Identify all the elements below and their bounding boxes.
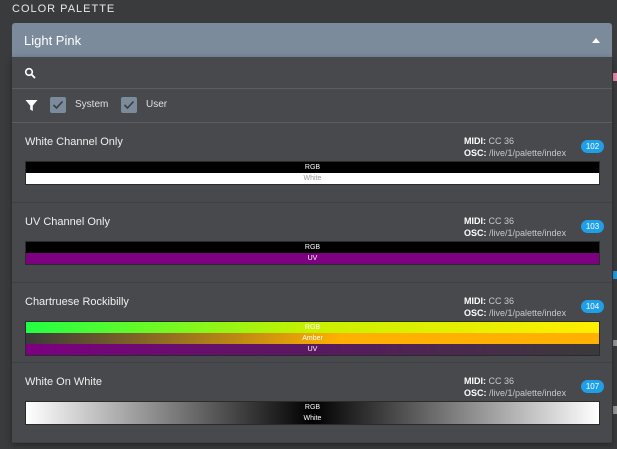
midi-value: CC 36: [488, 136, 515, 146]
search-icon: [24, 67, 36, 79]
osc-label: OSC:: [464, 148, 487, 158]
dropdown-panel: System User White Channel Only MIDI: CC 3…: [12, 57, 612, 443]
midi-value: CC 36: [488, 376, 515, 386]
palette-item[interactable]: UV Channel Only MIDI: CC 36 OSC: /live/1/p…: [12, 203, 612, 283]
palette-dropdown[interactable]: Light Pink: [12, 23, 612, 57]
filter-icon[interactable]: [25, 99, 38, 112]
midi-label: MIDI:: [464, 136, 486, 146]
search-input[interactable]: [44, 61, 608, 87]
palette-name: White Channel Only: [25, 136, 123, 148]
caret-up-icon[interactable]: [592, 37, 600, 43]
osc-value: /live/1/palette/index: [489, 228, 567, 238]
channel-bar: RGB: [26, 162, 599, 173]
osc-value: /live/1/palette/index: [489, 148, 567, 158]
check-icon: [52, 100, 64, 110]
palette-preview: RGB White: [25, 161, 600, 185]
channel-bar: UV: [26, 253, 599, 264]
system-checkbox[interactable]: [50, 97, 66, 113]
palette-index-badge: 104: [581, 300, 604, 313]
palette-preview: RGB White: [25, 401, 600, 425]
palette-preview: RGB Amber UV: [25, 321, 600, 356]
user-checkbox-label: User: [146, 99, 168, 110]
osc-value: /live/1/palette/index: [489, 388, 567, 398]
check-icon: [123, 100, 135, 110]
palette-index-badge: 102: [581, 140, 604, 153]
channel-bar: White: [26, 173, 599, 184]
midi-label: MIDI:: [464, 376, 486, 386]
palette-preview: RGB UV: [25, 241, 600, 265]
system-checkbox-label: System: [75, 99, 109, 110]
side-marker-grey: [613, 340, 617, 346]
osc-label: OSC:: [464, 308, 487, 318]
midi-value: CC 36: [488, 296, 515, 306]
osc-value: /live/1/palette/index: [489, 308, 567, 318]
palette-index-badge: 103: [581, 220, 604, 233]
palette-name: UV Channel Only: [25, 216, 110, 228]
osc-label: OSC:: [464, 228, 487, 238]
palette-index-badge: 107: [581, 380, 604, 393]
palette-meta: MIDI: CC 36 OSC: /live/1/palette/index: [464, 375, 574, 399]
palette-meta: MIDI: CC 36 OSC: /live/1/palette/index: [464, 135, 574, 159]
section-title: COLOR PALETTE: [12, 3, 116, 15]
channel-bar: White: [26, 413, 599, 424]
search-bar: [12, 57, 612, 89]
filter-row: System User: [12, 89, 612, 123]
side-marker-pink: [613, 73, 617, 81]
channel-bar: UV: [26, 344, 599, 355]
palette-item[interactable]: White Channel Only MIDI: CC 36 OSC: /live/…: [12, 123, 612, 203]
palette-item[interactable]: Chartruese Rockibilly MIDI: CC 36 OSC: /li…: [12, 283, 612, 363]
user-checkbox[interactable]: [121, 97, 137, 113]
midi-value: CC 36: [488, 216, 515, 226]
channel-bar: Amber: [26, 333, 599, 344]
side-marker-grey-2: [613, 406, 617, 414]
channel-bar: RGB: [26, 402, 599, 413]
channel-bar: RGB: [26, 242, 599, 253]
dropdown-selected-value: Light Pink: [24, 32, 82, 48]
palette-meta: MIDI: CC 36 OSC: /live/1/palette/index: [464, 295, 574, 319]
midi-label: MIDI:: [464, 216, 486, 226]
palette-name: White On White: [25, 376, 103, 388]
palette-meta: MIDI: CC 36 OSC: /live/1/palette/index: [464, 215, 574, 239]
midi-label: MIDI:: [464, 296, 486, 306]
palette-name: Chartruese Rockibilly: [25, 296, 129, 308]
osc-label: OSC:: [464, 388, 487, 398]
channel-bar: RGB: [26, 322, 599, 333]
palette-item[interactable]: White On White MIDI: CC 36 OSC: /live/1/pa…: [12, 363, 612, 443]
side-marker-blue: [613, 271, 617, 279]
